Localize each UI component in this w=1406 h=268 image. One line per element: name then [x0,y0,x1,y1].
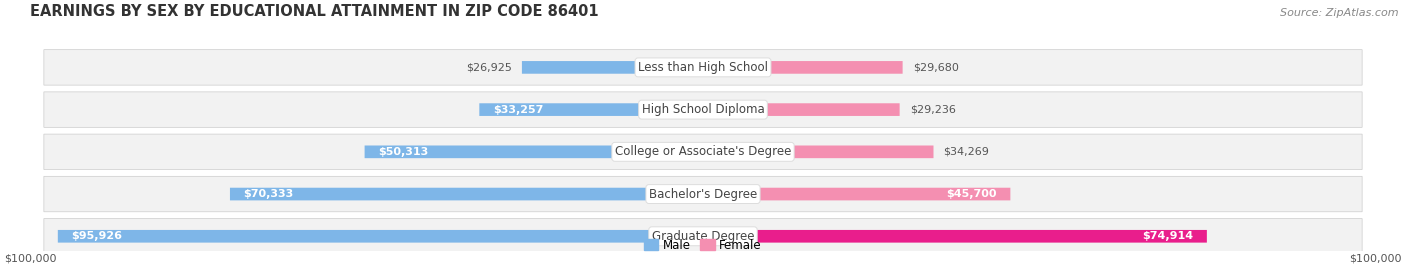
FancyBboxPatch shape [44,134,1362,170]
Text: $70,333: $70,333 [243,189,294,199]
Text: Less than High School: Less than High School [638,61,768,74]
Text: $45,700: $45,700 [946,189,997,199]
FancyBboxPatch shape [703,146,934,158]
Text: $50,313: $50,313 [378,147,429,157]
FancyBboxPatch shape [703,188,1011,200]
FancyBboxPatch shape [364,146,703,158]
FancyBboxPatch shape [44,176,1362,212]
Text: EARNINGS BY SEX BY EDUCATIONAL ATTAINMENT IN ZIP CODE 86401: EARNINGS BY SEX BY EDUCATIONAL ATTAINMEN… [31,4,599,19]
Text: Graduate Degree: Graduate Degree [652,230,754,243]
Legend: Male, Female: Male, Female [640,234,766,256]
Text: $33,257: $33,257 [492,105,543,115]
FancyBboxPatch shape [479,103,703,116]
FancyBboxPatch shape [703,103,900,116]
FancyBboxPatch shape [703,230,1206,243]
FancyBboxPatch shape [44,218,1362,254]
FancyBboxPatch shape [58,230,703,243]
Text: High School Diploma: High School Diploma [641,103,765,116]
Text: Source: ZipAtlas.com: Source: ZipAtlas.com [1281,8,1399,18]
FancyBboxPatch shape [703,61,903,74]
Text: $95,926: $95,926 [72,231,122,241]
Text: Bachelor's Degree: Bachelor's Degree [650,188,756,200]
FancyBboxPatch shape [44,50,1362,85]
FancyBboxPatch shape [44,92,1362,127]
FancyBboxPatch shape [522,61,703,74]
Text: $34,269: $34,269 [943,147,990,157]
Text: College or Associate's Degree: College or Associate's Degree [614,145,792,158]
Text: $26,925: $26,925 [465,62,512,72]
Text: $29,680: $29,680 [912,62,959,72]
FancyBboxPatch shape [231,188,703,200]
Text: $74,914: $74,914 [1142,231,1194,241]
Text: $29,236: $29,236 [910,105,956,115]
